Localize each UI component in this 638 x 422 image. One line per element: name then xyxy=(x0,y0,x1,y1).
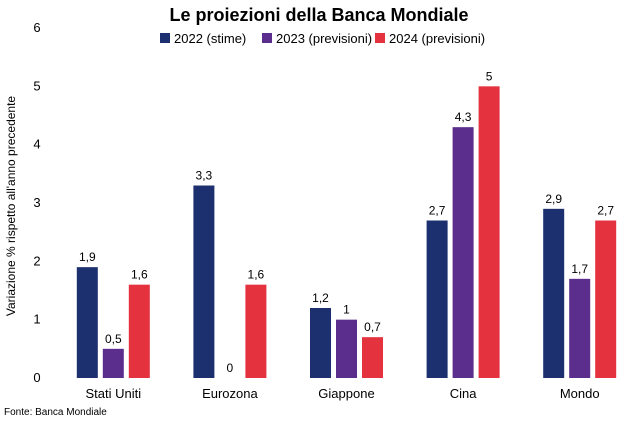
legend: 2022 (stime) 2023 (previsioni) 2024 (previ… xyxy=(160,31,485,46)
bar xyxy=(426,220,448,378)
y-axis: 0 1 2 3 4 5 6 xyxy=(33,20,40,385)
data-label: 3,3 xyxy=(196,169,213,183)
bar xyxy=(595,220,617,378)
data-label: 4,3 xyxy=(455,110,472,124)
legend-label: 2023 (previsioni) xyxy=(276,31,372,46)
bar xyxy=(245,284,267,378)
data-label: 2,7 xyxy=(597,204,614,218)
bar xyxy=(336,319,357,378)
y-tick-label: 5 xyxy=(33,78,40,93)
x-category-label: Stati Uniti xyxy=(85,386,141,401)
bar xyxy=(569,278,591,378)
bar xyxy=(452,127,474,379)
data-label: 1,2 xyxy=(312,291,329,305)
data-label: 5 xyxy=(486,69,493,83)
data-label: 0,7 xyxy=(364,320,381,334)
x-axis: Stati Uniti Eurozona Giappone Cina Mondo xyxy=(85,386,599,401)
y-tick-label: 4 xyxy=(33,137,40,152)
chart-title: Le proiezioni della Banca Mondiale xyxy=(169,5,468,25)
data-label: 1,7 xyxy=(571,262,588,276)
y-axis-label: Variazione % rispetto all'anno precedent… xyxy=(4,96,18,317)
bar xyxy=(362,337,383,378)
y-tick-label: 3 xyxy=(33,195,40,210)
bar xyxy=(76,267,98,378)
legend-swatch xyxy=(375,33,385,43)
source-note: Fonte: Banca Mondiale xyxy=(4,407,107,418)
x-category-label: Eurozona xyxy=(202,386,258,401)
data-label: 1,9 xyxy=(79,250,96,264)
legend-label: 2024 (previsioni) xyxy=(389,31,485,46)
data-label: 1 xyxy=(343,303,350,317)
x-category-label: Cina xyxy=(450,386,478,401)
y-tick-label: 0 xyxy=(33,370,40,385)
data-label: 1,6 xyxy=(131,268,148,282)
bar xyxy=(543,208,565,378)
bar xyxy=(478,86,500,378)
bar xyxy=(102,348,124,378)
y-tick-label: 2 xyxy=(33,253,40,268)
data-label: 0,5 xyxy=(105,332,122,346)
bar xyxy=(193,185,215,378)
data-label: 1,6 xyxy=(248,268,265,282)
legend-swatch xyxy=(160,33,170,43)
bars: 1,9 0,5 1,6 3,3 0 1,6 1,2 1 0,7 2,7 4,3 5 2,9 1,7 2,7 xyxy=(76,69,617,379)
bar xyxy=(310,308,331,378)
y-tick-label: 6 xyxy=(33,20,40,35)
legend-label: 2022 (stime) xyxy=(174,31,246,46)
data-label: 0 xyxy=(227,361,234,375)
x-category-label: Giappone xyxy=(318,386,374,401)
data-label: 2,7 xyxy=(429,204,446,218)
y-tick-label: 1 xyxy=(33,312,40,327)
legend-swatch xyxy=(262,33,272,43)
x-category-label: Mondo xyxy=(560,386,600,401)
data-label: 2,9 xyxy=(545,192,562,206)
bar xyxy=(128,284,150,378)
